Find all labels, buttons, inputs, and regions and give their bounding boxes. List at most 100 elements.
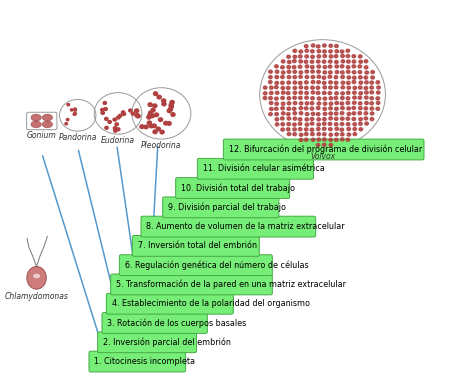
Circle shape <box>328 122 331 125</box>
Circle shape <box>370 71 374 74</box>
Circle shape <box>358 81 362 84</box>
Circle shape <box>316 55 320 58</box>
Circle shape <box>275 91 278 94</box>
Circle shape <box>286 91 289 94</box>
Circle shape <box>309 128 313 131</box>
FancyBboxPatch shape <box>102 313 207 333</box>
Circle shape <box>298 60 302 63</box>
Circle shape <box>375 97 379 100</box>
Circle shape <box>358 118 362 121</box>
Circle shape <box>339 128 343 131</box>
Circle shape <box>274 76 278 79</box>
Circle shape <box>281 102 284 105</box>
Circle shape <box>358 92 362 95</box>
Circle shape <box>341 81 344 84</box>
Text: 12. Bifurcación del programa de división celular: 12. Bifurcación del programa de división… <box>228 145 421 154</box>
Circle shape <box>369 91 373 94</box>
Circle shape <box>292 133 296 136</box>
Circle shape <box>274 81 278 84</box>
Circle shape <box>101 108 104 111</box>
Circle shape <box>316 75 320 78</box>
Circle shape <box>310 118 313 121</box>
Circle shape <box>310 60 313 63</box>
Text: Pandorina: Pandorina <box>58 133 97 143</box>
Circle shape <box>347 112 350 115</box>
Circle shape <box>113 127 117 130</box>
Circle shape <box>269 91 273 94</box>
Text: Pleodorina: Pleodorina <box>141 141 181 150</box>
Circle shape <box>148 103 152 107</box>
Circle shape <box>328 71 331 74</box>
Circle shape <box>329 55 332 58</box>
Circle shape <box>316 50 320 53</box>
Circle shape <box>351 65 355 68</box>
Circle shape <box>280 117 284 120</box>
Circle shape <box>328 107 331 110</box>
Circle shape <box>323 97 326 100</box>
Circle shape <box>153 130 157 134</box>
Circle shape <box>154 113 158 116</box>
Circle shape <box>152 104 157 108</box>
Circle shape <box>310 50 313 53</box>
Circle shape <box>149 124 153 128</box>
Circle shape <box>327 75 331 78</box>
Circle shape <box>304 96 308 99</box>
Circle shape <box>160 130 164 134</box>
Text: 1. Citocinesis incompleta: 1. Citocinesis incompleta <box>94 357 195 366</box>
Circle shape <box>298 107 302 110</box>
FancyBboxPatch shape <box>162 197 278 218</box>
Circle shape <box>321 76 325 79</box>
Circle shape <box>298 112 302 115</box>
Circle shape <box>340 86 344 89</box>
Circle shape <box>334 138 337 141</box>
Circle shape <box>364 122 368 125</box>
Circle shape <box>304 118 308 121</box>
Circle shape <box>333 76 337 79</box>
Circle shape <box>65 122 67 125</box>
Circle shape <box>340 122 343 125</box>
Circle shape <box>370 76 374 79</box>
Circle shape <box>352 91 355 94</box>
Circle shape <box>322 71 326 74</box>
Circle shape <box>340 96 343 99</box>
Circle shape <box>369 107 373 110</box>
Circle shape <box>347 76 350 79</box>
Circle shape <box>316 70 319 73</box>
Circle shape <box>263 86 266 89</box>
Circle shape <box>322 138 325 141</box>
Circle shape <box>298 81 302 84</box>
Circle shape <box>310 97 313 100</box>
Circle shape <box>274 86 278 89</box>
Circle shape <box>340 50 343 53</box>
Circle shape <box>268 81 271 84</box>
Circle shape <box>340 92 344 95</box>
Circle shape <box>292 107 295 110</box>
Circle shape <box>375 101 379 104</box>
Circle shape <box>340 107 343 110</box>
Circle shape <box>358 55 361 58</box>
Circle shape <box>163 121 168 125</box>
Circle shape <box>157 95 161 99</box>
Circle shape <box>311 44 314 47</box>
Circle shape <box>375 81 379 84</box>
Circle shape <box>286 113 290 116</box>
Circle shape <box>113 129 117 132</box>
Circle shape <box>268 113 272 116</box>
FancyBboxPatch shape <box>197 158 313 179</box>
Circle shape <box>340 133 343 136</box>
Circle shape <box>293 102 296 105</box>
Circle shape <box>311 81 314 84</box>
Circle shape <box>358 122 361 125</box>
Circle shape <box>310 91 314 94</box>
Circle shape <box>346 101 349 104</box>
Circle shape <box>147 114 151 117</box>
Circle shape <box>310 86 313 89</box>
FancyBboxPatch shape <box>132 235 259 256</box>
Circle shape <box>334 86 337 89</box>
Circle shape <box>352 101 355 104</box>
Circle shape <box>105 126 108 129</box>
Circle shape <box>298 128 301 131</box>
FancyBboxPatch shape <box>97 332 196 353</box>
Circle shape <box>358 71 361 74</box>
Circle shape <box>286 70 290 73</box>
